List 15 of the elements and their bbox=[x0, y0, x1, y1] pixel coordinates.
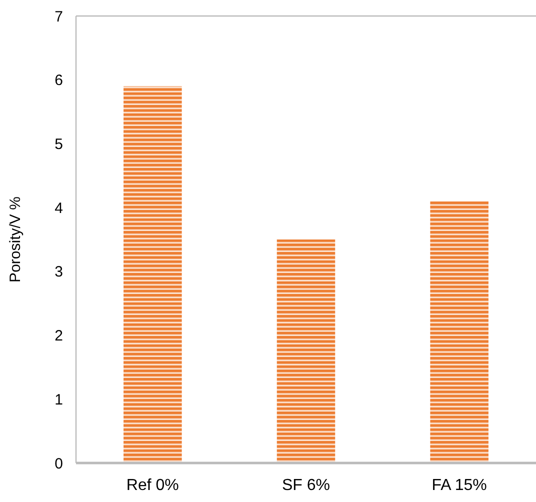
bar bbox=[276, 240, 336, 463]
y-tick-label: 2 bbox=[54, 328, 63, 345]
bar bbox=[124, 86, 182, 463]
bar bbox=[430, 201, 488, 463]
y-tick-label: 0 bbox=[54, 455, 63, 472]
x-tick-label: Ref 0% bbox=[126, 477, 179, 494]
x-tick-label: SF 6% bbox=[282, 477, 330, 494]
y-tick-label: 7 bbox=[54, 8, 63, 26]
y-tick-label: 4 bbox=[54, 200, 63, 217]
y-tick-label: 3 bbox=[54, 264, 63, 281]
y-axis-title: Porosity/V % bbox=[7, 196, 24, 282]
y-tick-label: 1 bbox=[54, 391, 63, 408]
y-tick-label: 6 bbox=[54, 72, 63, 90]
y-tick-label: 5 bbox=[54, 136, 63, 153]
x-tick-label: FA 15% bbox=[432, 477, 487, 494]
